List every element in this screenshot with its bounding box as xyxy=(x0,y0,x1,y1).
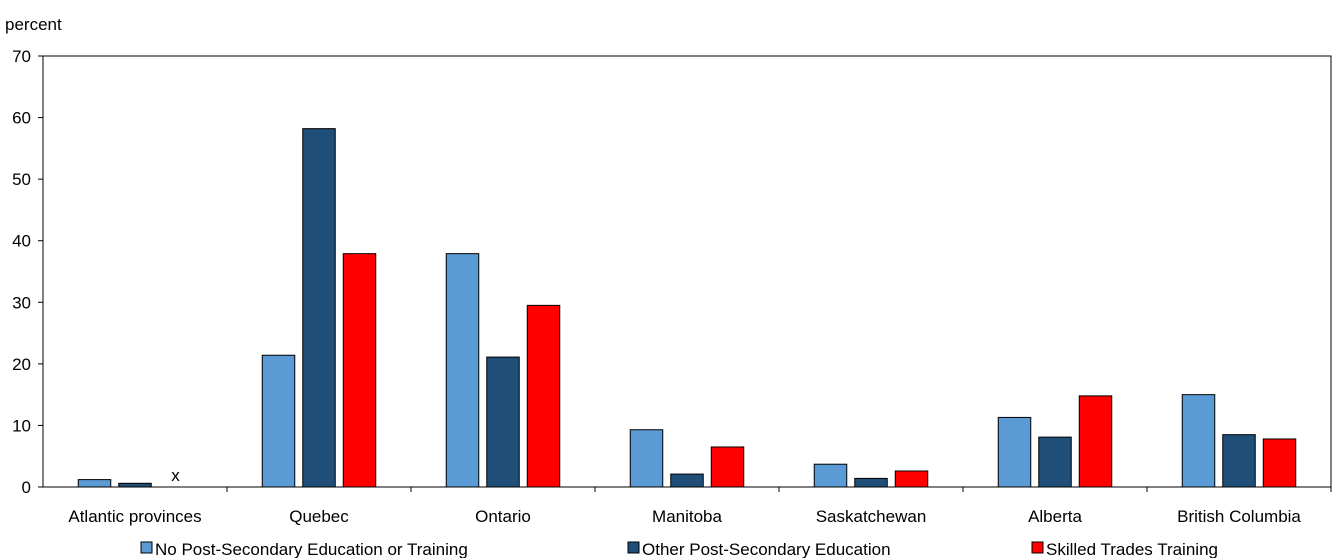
y-tick-label: 60 xyxy=(12,109,31,128)
bar-atlantic-provinces-1 xyxy=(118,482,152,488)
plot-area xyxy=(42,55,1332,488)
y-tick-label: 10 xyxy=(12,416,31,435)
bar-british-columbia-0 xyxy=(1181,394,1216,488)
bar-british-columbia-1 xyxy=(1222,434,1256,488)
bar-manitoba-0 xyxy=(629,429,664,488)
legend-label: No Post-Secondary Education or Training xyxy=(155,540,468,558)
x-tick-label: Quebec xyxy=(289,507,349,526)
y-tick-label: 50 xyxy=(12,170,31,189)
bars xyxy=(77,128,1297,488)
y-tick-label: 70 xyxy=(12,47,31,66)
annotations: x xyxy=(171,466,180,485)
x-tick-label: Manitoba xyxy=(652,507,722,526)
legend-swatch xyxy=(140,541,153,554)
y-tick-label: 20 xyxy=(12,355,31,374)
bar-quebec-0 xyxy=(261,354,296,488)
bar-manitoba-1 xyxy=(670,473,704,488)
bar-saskatchewan-0 xyxy=(813,463,848,488)
bar-alberta-1 xyxy=(1038,436,1072,488)
x-tick-label: Ontario xyxy=(475,507,531,526)
legend-label: Other Post-Secondary Education xyxy=(642,540,891,558)
y-tick-label: 30 xyxy=(12,293,31,312)
bar-alberta-2 xyxy=(1078,395,1113,488)
bar-saskatchewan-2 xyxy=(894,470,929,488)
y-tick-label: 40 xyxy=(12,232,31,251)
x-tick-label: Alberta xyxy=(1028,507,1082,526)
bar-quebec-2 xyxy=(342,253,377,488)
x-axis: Atlantic provinces Quebec Ontario Manitoba S… xyxy=(68,487,1332,526)
y-axis-label: percent xyxy=(5,15,62,34)
bar-atlantic-provinces-0 xyxy=(77,479,112,488)
bar-quebec-1 xyxy=(302,128,336,488)
bar-manitoba-2 xyxy=(710,446,745,488)
bar-ontario-1 xyxy=(486,356,520,488)
legend-swatch xyxy=(1031,541,1044,554)
x-tick-label: British Columbia xyxy=(1177,507,1301,526)
bar-ontario-2 xyxy=(526,304,561,488)
bar-british-columbia-2 xyxy=(1262,438,1297,488)
x-tick-label: Saskatchewan xyxy=(816,507,927,526)
y-tick-label: 0 xyxy=(22,478,31,497)
bar-alberta-0 xyxy=(997,416,1032,488)
legend-label: Skilled Trades Training xyxy=(1046,540,1218,558)
bar-saskatchewan-1 xyxy=(854,477,888,488)
legend: No Post-Secondary Education or Training O… xyxy=(140,540,1218,558)
y-axis: 0 10 20 30 40 50 60 70 xyxy=(12,47,43,497)
bar-ontario-0 xyxy=(445,253,480,488)
x-tick-label: Atlantic provinces xyxy=(68,507,201,526)
legend-swatch xyxy=(627,541,640,554)
suppressed-value-marker: x xyxy=(171,466,180,485)
